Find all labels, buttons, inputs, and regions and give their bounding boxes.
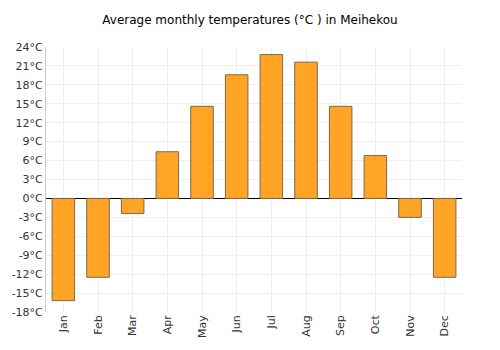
- svg-text:Jan: Jan: [57, 315, 70, 333]
- svg-text:9°C: 9°C: [23, 135, 43, 148]
- svg-text:Nov: Nov: [404, 315, 417, 337]
- svg-text:May: May: [196, 315, 209, 338]
- svg-text:24°C: 24°C: [16, 41, 43, 54]
- svg-text:-3°C: -3°C: [19, 211, 43, 224]
- svg-text:Feb: Feb: [92, 315, 105, 334]
- svg-text:Dec: Dec: [438, 315, 451, 336]
- svg-text:Jul: Jul: [265, 315, 278, 329]
- svg-text:-15°C: -15°C: [12, 287, 43, 300]
- svg-text:-6°C: -6°C: [19, 230, 43, 243]
- svg-text:3°C: 3°C: [23, 173, 43, 186]
- svg-text:Average monthly temperatures (: Average monthly temperatures (°C ) in Me…: [102, 13, 397, 27]
- svg-text:Mar: Mar: [126, 315, 139, 336]
- svg-text:15°C: 15°C: [16, 98, 43, 111]
- svg-text:Aug: Aug: [300, 315, 313, 336]
- svg-text:-12°C: -12°C: [12, 268, 43, 281]
- svg-text:-9°C: -9°C: [19, 249, 43, 262]
- svg-text:0°C: 0°C: [23, 192, 43, 205]
- svg-text:Apr: Apr: [161, 315, 174, 335]
- svg-text:-18°C: -18°C: [12, 306, 43, 319]
- svg-text:Sep: Sep: [334, 315, 347, 336]
- svg-text:6°C: 6°C: [23, 154, 43, 167]
- svg-text:12°C: 12°C: [16, 117, 43, 130]
- svg-text:Jun: Jun: [230, 315, 243, 333]
- svg-text:18°C: 18°C: [16, 79, 43, 92]
- svg-text:Oct: Oct: [369, 315, 382, 335]
- svg-text:21°C: 21°C: [16, 60, 43, 73]
